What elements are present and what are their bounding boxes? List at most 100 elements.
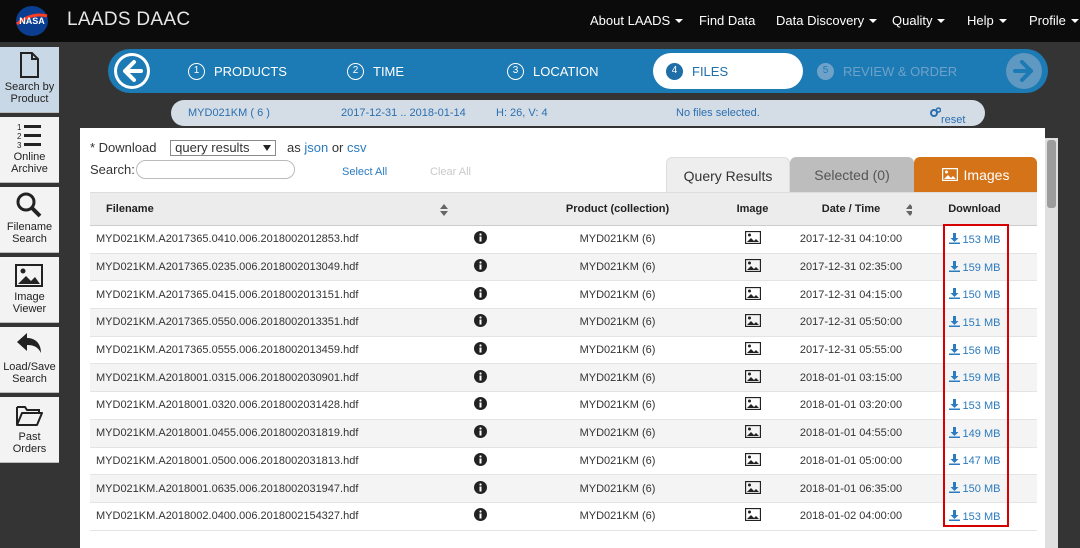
- select-all-button[interactable]: Select All: [342, 166, 388, 178]
- table-row[interactable]: MYD021KM.A2017365.0550.006.2018002013351…: [90, 308, 1037, 337]
- download-cell: 150 MB: [912, 474, 1037, 503]
- picture-icon[interactable]: [744, 452, 761, 466]
- download-link[interactable]: 159 MB: [948, 371, 1000, 384]
- scrollbar-track[interactable]: [1045, 138, 1058, 548]
- picture-icon[interactable]: [744, 258, 761, 273]
- info-icon[interactable]: [473, 369, 487, 383]
- download-link[interactable]: 151 MB: [948, 315, 1000, 329]
- table-row[interactable]: MYD021KM.A2017365.0410.006.2018002012853…: [90, 225, 1037, 254]
- nav-help[interactable]: Help: [967, 13, 1007, 28]
- tab-selected[interactable]: Selected (0): [790, 157, 914, 192]
- picture-icon[interactable]: [744, 425, 761, 439]
- nav-about-laads[interactable]: About LAADS: [590, 13, 684, 28]
- filename-cell[interactable]: MYD021KM.A2018001.0635.006.2018002031947…: [90, 474, 440, 503]
- table-row[interactable]: MYD021KM.A2018001.0320.006.2018002031428…: [90, 391, 1037, 420]
- download-link[interactable]: 153 MB: [948, 398, 1000, 412]
- download-link[interactable]: 150 MB: [948, 288, 1000, 301]
- nasa-logo[interactable]: NASA: [14, 4, 50, 38]
- wizard-step-products[interactable]: 1 PRODUCTS: [188, 49, 287, 93]
- table-row[interactable]: MYD021KM.A2017365.0555.006.2018002013459…: [90, 336, 1037, 365]
- sidebar-item-past-orders[interactable]: Past Orders: [0, 397, 59, 463]
- filename-cell[interactable]: MYD021KM.A2017365.0410.006.2018002012853…: [90, 225, 440, 254]
- sort-icon[interactable]: [440, 204, 448, 216]
- tab-query-results[interactable]: Query Results: [666, 157, 790, 192]
- info-icon[interactable]: [473, 397, 487, 411]
- picture-icon[interactable]: [744, 314, 761, 328]
- site-title[interactable]: LAADS DAAC: [67, 9, 191, 30]
- info-icon[interactable]: [473, 480, 487, 494]
- download-link[interactable]: 153 MB: [948, 232, 1000, 246]
- download-link[interactable]: 147 MB: [948, 454, 1000, 467]
- info-icon[interactable]: [473, 314, 487, 328]
- column-header-product[interactable]: Product (collection): [520, 192, 725, 226]
- step-number: 2: [347, 62, 364, 80]
- scrollbar-thumb[interactable]: [1047, 140, 1056, 208]
- wizard-back-button[interactable]: [114, 53, 150, 89]
- picture-icon[interactable]: [744, 369, 761, 383]
- nav-profile[interactable]: Profile: [1029, 13, 1079, 28]
- download-json-link[interactable]: json: [304, 140, 329, 155]
- sidebar-item-online-archive[interactable]: 1 2 3 Online Archive: [0, 117, 59, 183]
- picture-icon[interactable]: [744, 508, 761, 522]
- table-row[interactable]: MYD021KM.A2018001.0315.006.2018002030901…: [90, 363, 1037, 393]
- table-row[interactable]: MYD021KM.A2017365.0235.006.2018002013049…: [90, 253, 1037, 282]
- info-icon[interactable]: [473, 452, 487, 466]
- filename-cell[interactable]: MYD021KM.A2018001.0500.006.2018002031813…: [90, 447, 440, 476]
- download-icon: [948, 454, 960, 466]
- wizard-step-files[interactable]: 4 FILES: [653, 53, 803, 89]
- wizard-step-review-order[interactable]: 5 REVIEW & ORDER: [817, 49, 957, 93]
- wizard-next-button[interactable]: [1006, 53, 1042, 89]
- step-number: 1: [188, 62, 205, 80]
- wizard-step-location[interactable]: 3 LOCATION: [507, 49, 599, 93]
- wizard-step-time[interactable]: 2 TIME: [347, 49, 404, 93]
- download-link[interactable]: 159 MB: [948, 260, 1000, 274]
- download-link[interactable]: 150 MB: [948, 482, 1000, 495]
- info-icon[interactable]: [473, 342, 487, 356]
- download-csv-link[interactable]: csv: [347, 140, 367, 155]
- column-header-date[interactable]: Date / Time: [790, 192, 914, 226]
- summary-tiles[interactable]: H: 26, V: 4: [496, 107, 548, 119]
- table-row[interactable]: MYD021KM.A2018001.0500.006.2018002031813…: [90, 447, 1037, 476]
- download-cell: 159 MB: [912, 253, 1037, 282]
- summary-product[interactable]: MYD021KM ( 6 ): [188, 107, 270, 119]
- nav-data-discovery[interactable]: Data Discovery: [776, 13, 878, 28]
- download-link[interactable]: 156 MB: [948, 343, 1000, 357]
- column-header-filename[interactable]: Filename: [90, 192, 440, 226]
- sidebar-item-load-save-search[interactable]: Load/Save Search: [0, 327, 59, 393]
- table-row[interactable]: MYD021KM.A2018001.0635.006.2018002031947…: [90, 474, 1037, 503]
- table-row[interactable]: MYD021KM.A2018002.0400.006.2018002154327…: [90, 502, 1037, 531]
- filename-cell[interactable]: MYD021KM.A2018002.0400.006.2018002154327…: [90, 502, 440, 531]
- clear-all-button[interactable]: Clear All: [430, 166, 471, 178]
- info-icon[interactable]: [473, 286, 487, 300]
- filename-cell[interactable]: MYD021KM.A2018001.0315.006.2018002030901…: [90, 363, 440, 393]
- sidebar-item-search-by-product[interactable]: Search by Product: [0, 47, 59, 113]
- tab-images[interactable]: Images: [914, 157, 1037, 192]
- nav-quality[interactable]: Quality: [892, 13, 946, 28]
- download-link[interactable]: 149 MB: [948, 426, 1000, 440]
- filename-cell[interactable]: MYD021KM.A2017365.0415.006.2018002013151…: [90, 280, 440, 310]
- filename-cell[interactable]: MYD021KM.A2017365.0550.006.2018002013351…: [90, 308, 440, 337]
- sidebar-item-filename-search[interactable]: Filename Search: [0, 187, 59, 253]
- filename-cell[interactable]: MYD021KM.A2018001.0320.006.2018002031428…: [90, 391, 440, 420]
- download-scope-select[interactable]: query results: [170, 140, 277, 156]
- info-icon[interactable]: [473, 508, 487, 522]
- table-row[interactable]: MYD021KM.A2017365.0415.006.2018002013151…: [90, 280, 1037, 310]
- picture-icon[interactable]: [744, 480, 761, 494]
- sidebar-item-image-viewer[interactable]: Image Viewer: [0, 257, 59, 323]
- picture-icon[interactable]: [744, 397, 761, 411]
- filename-cell[interactable]: MYD021KM.A2017365.0235.006.2018002013049…: [90, 253, 440, 282]
- table-row[interactable]: MYD021KM.A2018001.0455.006.2018002031819…: [90, 419, 1037, 448]
- picture-icon[interactable]: [744, 341, 761, 356]
- info-icon[interactable]: [473, 425, 487, 439]
- picture-icon[interactable]: [744, 231, 761, 245]
- summary-dates[interactable]: 2017-12-31 .. 2018-01-14: [341, 107, 466, 119]
- filename-cell[interactable]: MYD021KM.A2018001.0455.006.2018002031819…: [90, 419, 440, 448]
- search-input[interactable]: [136, 160, 295, 179]
- picture-icon[interactable]: [744, 286, 761, 300]
- download-link[interactable]: 153 MB: [948, 509, 1000, 523]
- reset-button[interactable]: reset: [930, 107, 965, 126]
- info-icon[interactable]: [473, 231, 487, 245]
- nav-find-data[interactable]: Find Data: [699, 13, 756, 28]
- filename-cell[interactable]: MYD021KM.A2017365.0555.006.2018002013459…: [90, 336, 440, 365]
- info-icon[interactable]: [473, 259, 487, 273]
